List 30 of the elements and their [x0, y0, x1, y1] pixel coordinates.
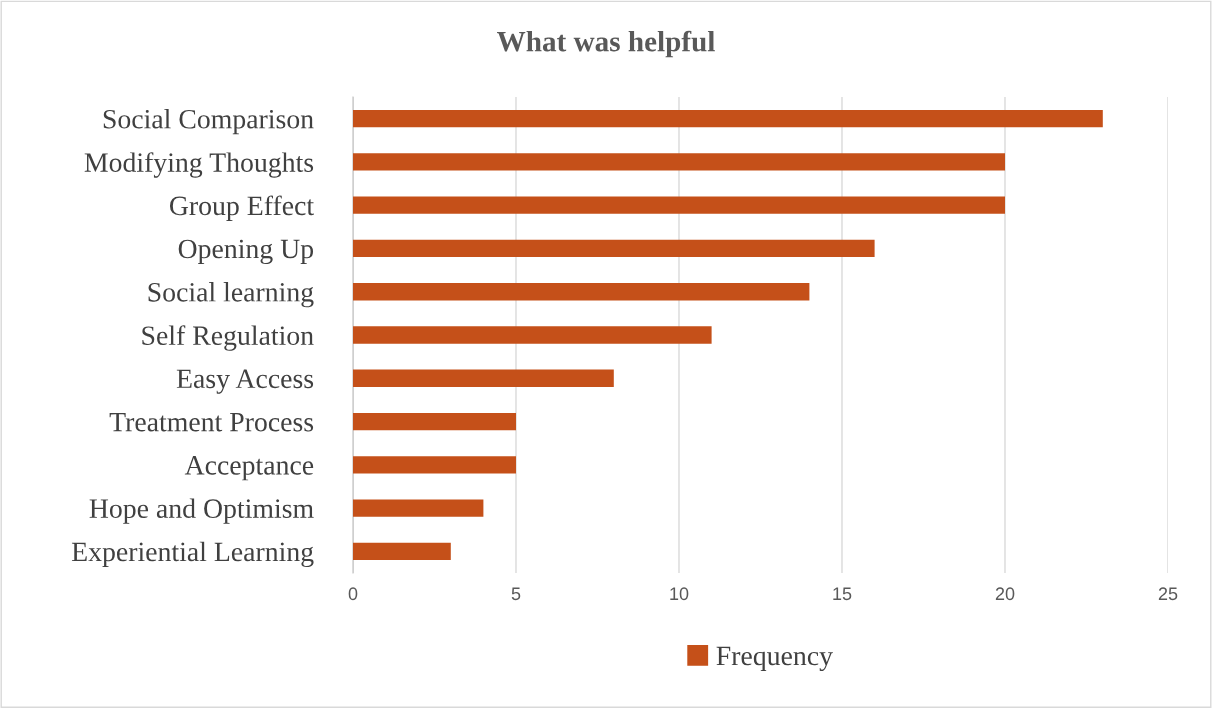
y-tick-label: Group Effect [169, 195, 314, 221]
y-tick-label: Experiential Learning [71, 541, 314, 567]
x-tick-label: 10 [670, 587, 689, 601]
x-tick-label: 15 [833, 587, 852, 601]
bar [353, 196, 1005, 214]
legend-label: Frequency [716, 646, 833, 672]
y-tick-label: Easy Access [176, 369, 314, 394]
bar [353, 239, 875, 258]
y-tick-label: Social Comparison [103, 109, 314, 135]
y-tick-label: Opening Up [178, 239, 314, 265]
y-tick-label: Modifying Thoughts [84, 152, 314, 178]
bar [353, 542, 451, 561]
bar [353, 456, 516, 474]
y-tick-label: Hope and Optimism [89, 498, 314, 524]
x-tick-label: 5 [511, 587, 521, 601]
y-tick-label: Acceptance [184, 456, 314, 481]
x-tick-label: 0 [348, 587, 358, 601]
y-tick-label: Social learning [148, 282, 314, 308]
bar [353, 109, 1103, 128]
bar [353, 412, 516, 431]
y-tick-label: Self Regulation [142, 325, 314, 351]
bar [353, 369, 614, 387]
chart-title: What was helpful [497, 30, 715, 58]
x-tick-label: 20 [995, 587, 1015, 601]
bar [353, 326, 712, 344]
y-tick-label: Treatment Process [109, 412, 314, 432]
x-tick-label: 25 [1158, 587, 1178, 601]
bar [353, 153, 1005, 171]
bar [353, 499, 484, 517]
bar [353, 283, 810, 301]
